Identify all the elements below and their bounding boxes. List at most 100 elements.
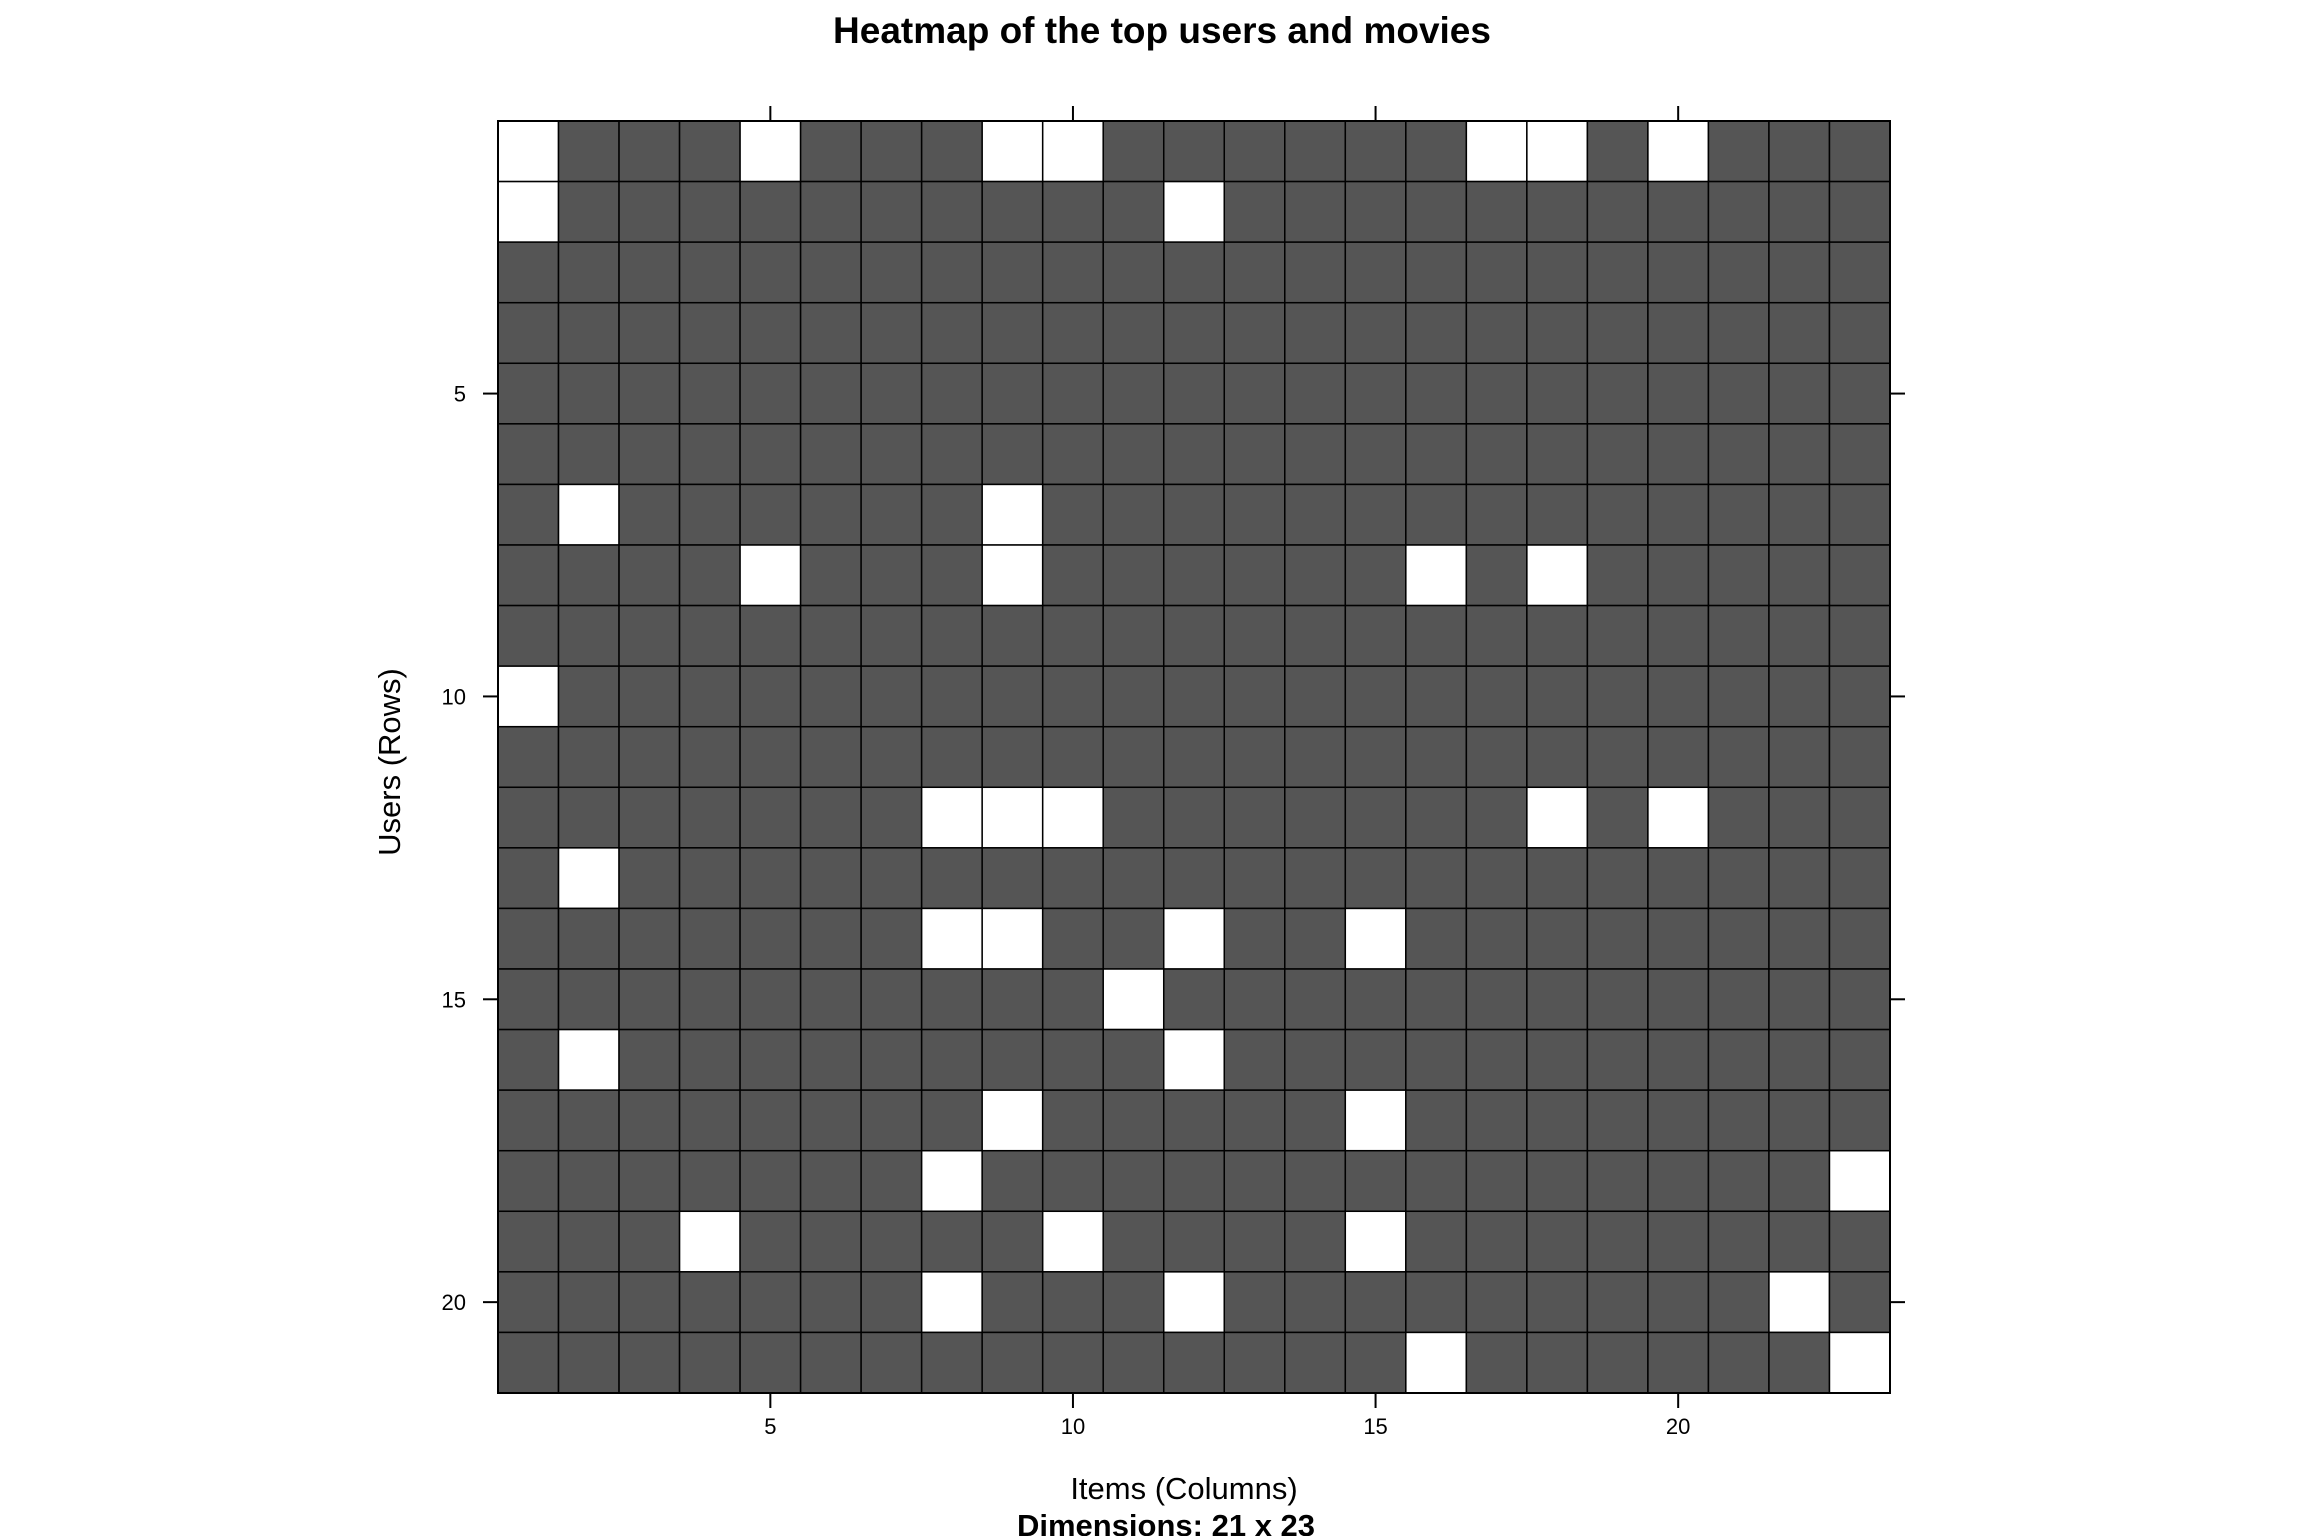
heatmap-cell: [1405, 604, 1468, 667]
heatmap-cell: [920, 1028, 983, 1091]
heatmap-cell: [799, 544, 862, 607]
heatmap-cell: [618, 1028, 681, 1091]
heatmap-cell: [1102, 180, 1165, 243]
heatmap-cell: [1041, 301, 1104, 365]
heatmap-cell: [1162, 1089, 1226, 1152]
heatmap-cell: [1465, 968, 1528, 1031]
plot-frame: [497, 120, 1891, 1394]
heatmap-cell: [981, 665, 1044, 728]
heatmap-cell: [1284, 241, 1347, 304]
heatmap-cell: [678, 786, 741, 849]
heatmap-cell: [1284, 1210, 1347, 1273]
heatmap-cell: [618, 241, 681, 304]
heatmap-cell: [618, 968, 681, 1031]
heatmap-cell: [557, 241, 620, 304]
heatmap-cell: [1465, 604, 1528, 667]
heatmap-cell: [1284, 665, 1347, 728]
heatmap-cell: [497, 362, 560, 425]
heatmap-cell: [497, 1149, 560, 1213]
heatmap-cell: [557, 362, 620, 425]
heatmap-cell: [1162, 665, 1226, 728]
heatmap-cell: [1284, 604, 1347, 667]
heatmap-cell: [1223, 665, 1286, 728]
heatmap-cell: [1102, 544, 1165, 607]
heatmap-cell: [618, 1271, 681, 1334]
heatmap-cell: [1284, 423, 1347, 486]
heatmap-cell: [618, 483, 681, 546]
heatmap-cell: [1465, 544, 1528, 607]
heatmap-cell: [1586, 968, 1649, 1031]
heatmap-cell: [799, 604, 862, 667]
heatmap-cell: [1707, 1210, 1770, 1273]
heatmap-cell: [1284, 544, 1347, 607]
heatmap-cell: [1344, 907, 1407, 970]
heatmap-cell: [1586, 907, 1649, 970]
heatmap-cell: [799, 907, 862, 970]
heatmap-cell: [1344, 120, 1407, 183]
heatmap-cell: [860, 1331, 923, 1394]
heatmap-cell: [1465, 786, 1528, 849]
heatmap-cell: [981, 847, 1044, 910]
heatmap-cell: [557, 1271, 620, 1334]
heatmap-cell: [1828, 847, 1891, 910]
heatmap-cell: [1041, 1271, 1104, 1334]
heatmap-cell: [557, 968, 620, 1031]
heatmap-cell: [1526, 1271, 1589, 1334]
heatmap-cell: [618, 1210, 681, 1273]
heatmap-cell: [1707, 483, 1770, 546]
heatmap-cell: [1768, 120, 1831, 183]
heatmap-cell: [920, 241, 983, 304]
heatmap-cell: [1586, 1331, 1649, 1394]
heatmap-cell: [1707, 665, 1770, 728]
heatmap-cell: [1828, 423, 1891, 486]
heatmap-cell: [1526, 665, 1589, 728]
heatmap-cell: [1647, 180, 1710, 243]
heatmap-cell: [1586, 1210, 1649, 1273]
heatmap-cell: [1768, 241, 1831, 304]
heatmap-cell: [557, 483, 620, 546]
heatmap-cell: [1768, 180, 1831, 243]
heatmap-cell: [981, 544, 1044, 607]
heatmap-cell: [1768, 483, 1831, 546]
heatmap-cell: [1284, 725, 1347, 789]
heatmap-cell: [1041, 907, 1104, 970]
heatmap-cell: [1405, 786, 1468, 849]
heatmap-cell: [981, 604, 1044, 667]
heatmap-cell: [920, 665, 983, 728]
heatmap-cell: [1768, 968, 1831, 1031]
heatmap-cell: [860, 241, 923, 304]
heatmap-cell: [1162, 301, 1226, 365]
heatmap-cell: [1768, 604, 1831, 667]
heatmap-cell: [1162, 241, 1226, 304]
heatmap-cell: [1344, 1028, 1407, 1091]
heatmap-cell: [1405, 1331, 1468, 1394]
heatmap-cell: [1102, 120, 1165, 183]
heatmap-cell: [981, 907, 1044, 970]
heatmap-cell: [799, 423, 862, 486]
heatmap-cell: [739, 180, 802, 243]
heatmap-cell: [678, 301, 741, 365]
heatmap-cell: [1041, 665, 1104, 728]
heatmap-cell: [1586, 1271, 1649, 1334]
heatmap-cell: [1526, 301, 1589, 365]
heatmap-cell: [1405, 1210, 1468, 1273]
heatmap-cell: [497, 1210, 560, 1273]
heatmap-cell: [557, 1089, 620, 1152]
heatmap-cell: [1647, 1089, 1710, 1152]
heatmap-cell: [497, 301, 560, 365]
heatmap-cell: [799, 1210, 862, 1273]
heatmap-cell: [1707, 241, 1770, 304]
heatmap-cell: [1284, 847, 1347, 910]
heatmap-cell: [497, 1331, 560, 1394]
heatmap-cell: [1344, 301, 1407, 365]
x-tick-label: 20: [1666, 1414, 1690, 1439]
heatmap-cell: [1828, 1271, 1891, 1334]
heatmap-cell: [1102, 1149, 1165, 1213]
heatmap-cell: [1344, 362, 1407, 425]
heatmap-cell: [1344, 968, 1407, 1031]
heatmap-cell: [920, 1089, 983, 1152]
heatmap-cell: [920, 907, 983, 970]
heatmap-cell: [678, 120, 741, 183]
x-tick-label: 15: [1363, 1414, 1387, 1439]
heatmap-cell: [678, 241, 741, 304]
